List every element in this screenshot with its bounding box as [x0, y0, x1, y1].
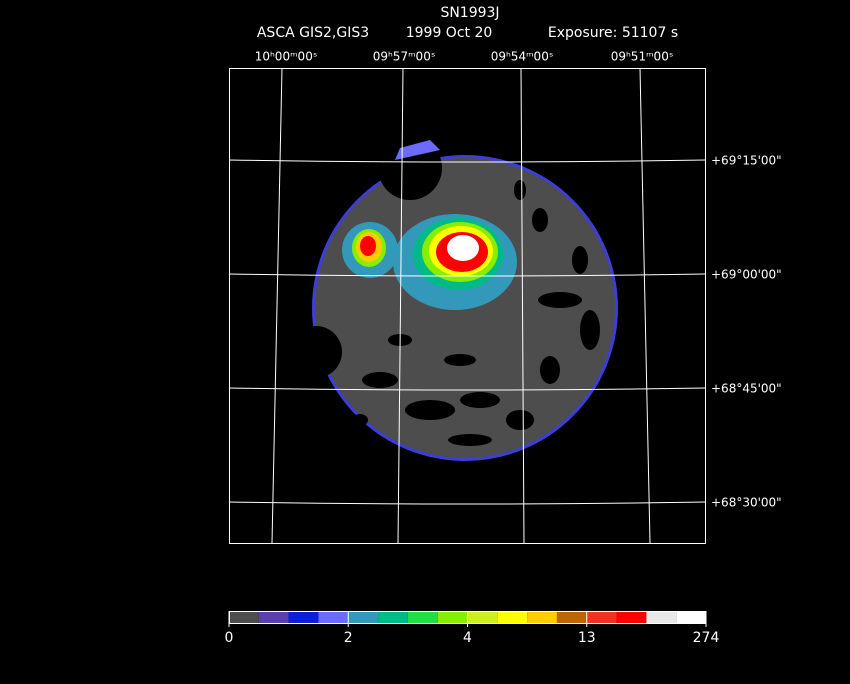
edge-patch [395, 140, 440, 160]
ra-label: 09ʰ57ᵐ00ˢ [373, 50, 436, 64]
dec-label: +68°30'00" [711, 496, 782, 510]
dec-label: +69°00'00" [711, 268, 782, 282]
dec-line [228, 501, 707, 505]
dec-label: +68°45'00" [711, 382, 782, 396]
colorbar-swatch [556, 611, 587, 623]
colorbar: 0 2 4 13 274 [225, 611, 720, 646]
colorbar-swatch [318, 611, 349, 623]
colorbar-swatch [616, 611, 647, 623]
colorbar-label: 0 [225, 630, 234, 646]
colorbar-swatch [407, 611, 438, 623]
colorbar-swatch [586, 611, 617, 623]
colorbar-swatch [288, 611, 319, 623]
ra-line [271, 67, 283, 544]
title: SN1993J [440, 5, 499, 21]
ra-line [639, 67, 651, 544]
dec-line [228, 273, 707, 277]
colorbar-swatch [676, 611, 706, 623]
ra-label: 09ʰ54ᵐ00ˢ [491, 50, 554, 64]
colorbar-swatch [646, 611, 677, 623]
colorbar-swatch [437, 611, 468, 623]
colorbar-label: 2 [344, 630, 353, 646]
colorbar-swatch [527, 611, 557, 623]
colorbar-swatch [378, 611, 408, 623]
colorbar-swatch [497, 611, 528, 623]
instrument: ASCA GIS2,GIS3 [257, 25, 369, 41]
colorbar-label: 13 [578, 630, 596, 646]
ra-line [397, 67, 404, 544]
sky-image [290, 136, 618, 461]
colorbar-label: 4 [463, 630, 472, 646]
ra-line [520, 67, 525, 544]
frame [229, 68, 706, 544]
colorbar-swatch [229, 611, 259, 623]
dec-label: +69°15'00" [711, 154, 782, 168]
notch [290, 326, 342, 378]
ra-labels: 10ʰ00ᵐ00ˢ 09ʰ57ᵐ00ˢ 09ʰ54ᵐ00ˢ 09ʰ51ᵐ00ˢ [255, 50, 674, 64]
dec-line [228, 159, 707, 163]
noise [352, 180, 600, 446]
ra-label: 09ʰ51ᵐ00ˢ [611, 50, 674, 64]
exposure: Exposure: 51107 s [548, 25, 678, 41]
dec-line [228, 387, 707, 391]
colorbar-swatch [258, 611, 289, 623]
colorbar-swatch [467, 611, 498, 623]
source-core [360, 236, 376, 256]
colorbar-swatch [348, 611, 379, 623]
ra-label: 10ʰ00ᵐ00ˢ [255, 50, 318, 64]
date: 1999 Oct 20 [406, 25, 493, 41]
colorbar-label: 274 [693, 630, 720, 646]
source-core [447, 235, 479, 261]
coord-grid [228, 67, 707, 544]
dec-labels: +69°15'00" +69°00'00" +68°45'00" +68°30'00" [711, 154, 782, 510]
